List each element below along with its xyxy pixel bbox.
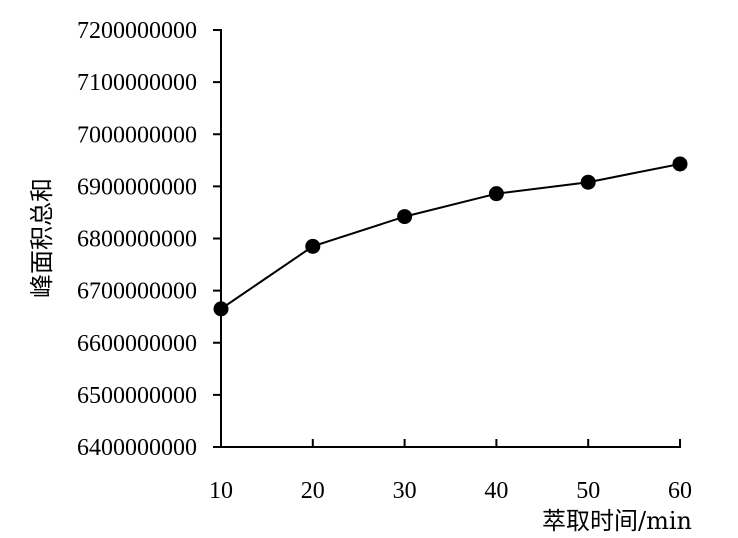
y-tick-label: 6500000000 [77,383,197,409]
y-axis-ticks: 7200000000 7100000000 7000000000 6900000000… [77,18,221,461]
y-axis-title: 峰面积总和 [28,178,56,298]
data-point [672,156,688,172]
x-tick-label: 60 [668,478,692,504]
data-point [305,238,321,254]
x-tick-label: 40 [484,478,508,504]
y-tick-label: 6600000000 [77,331,197,357]
series-line [220,162,681,310]
data-point [488,186,504,202]
x-tick-label: 30 [393,478,417,504]
x-axis-title: 萃取时间/min [542,507,692,535]
y-tick-label: 7100000000 [77,70,197,96]
y-tick-label: 6900000000 [77,174,197,200]
x-tick-label: 20 [301,478,325,504]
x-tick-label: 50 [576,478,600,504]
x-tick-label: 10 [209,478,233,504]
series-layer [213,156,688,317]
data-point [580,174,596,190]
y-tick-label: 7000000000 [77,122,197,148]
y-tick-label: 6800000000 [77,227,197,253]
y-tick-label: 6700000000 [77,279,197,305]
x-axis-ticks: 10 20 30 40 50 60 [209,439,692,504]
y-tick-label: 7200000000 [77,18,197,44]
y-tick-label: 6400000000 [77,435,197,461]
data-point [397,209,413,225]
